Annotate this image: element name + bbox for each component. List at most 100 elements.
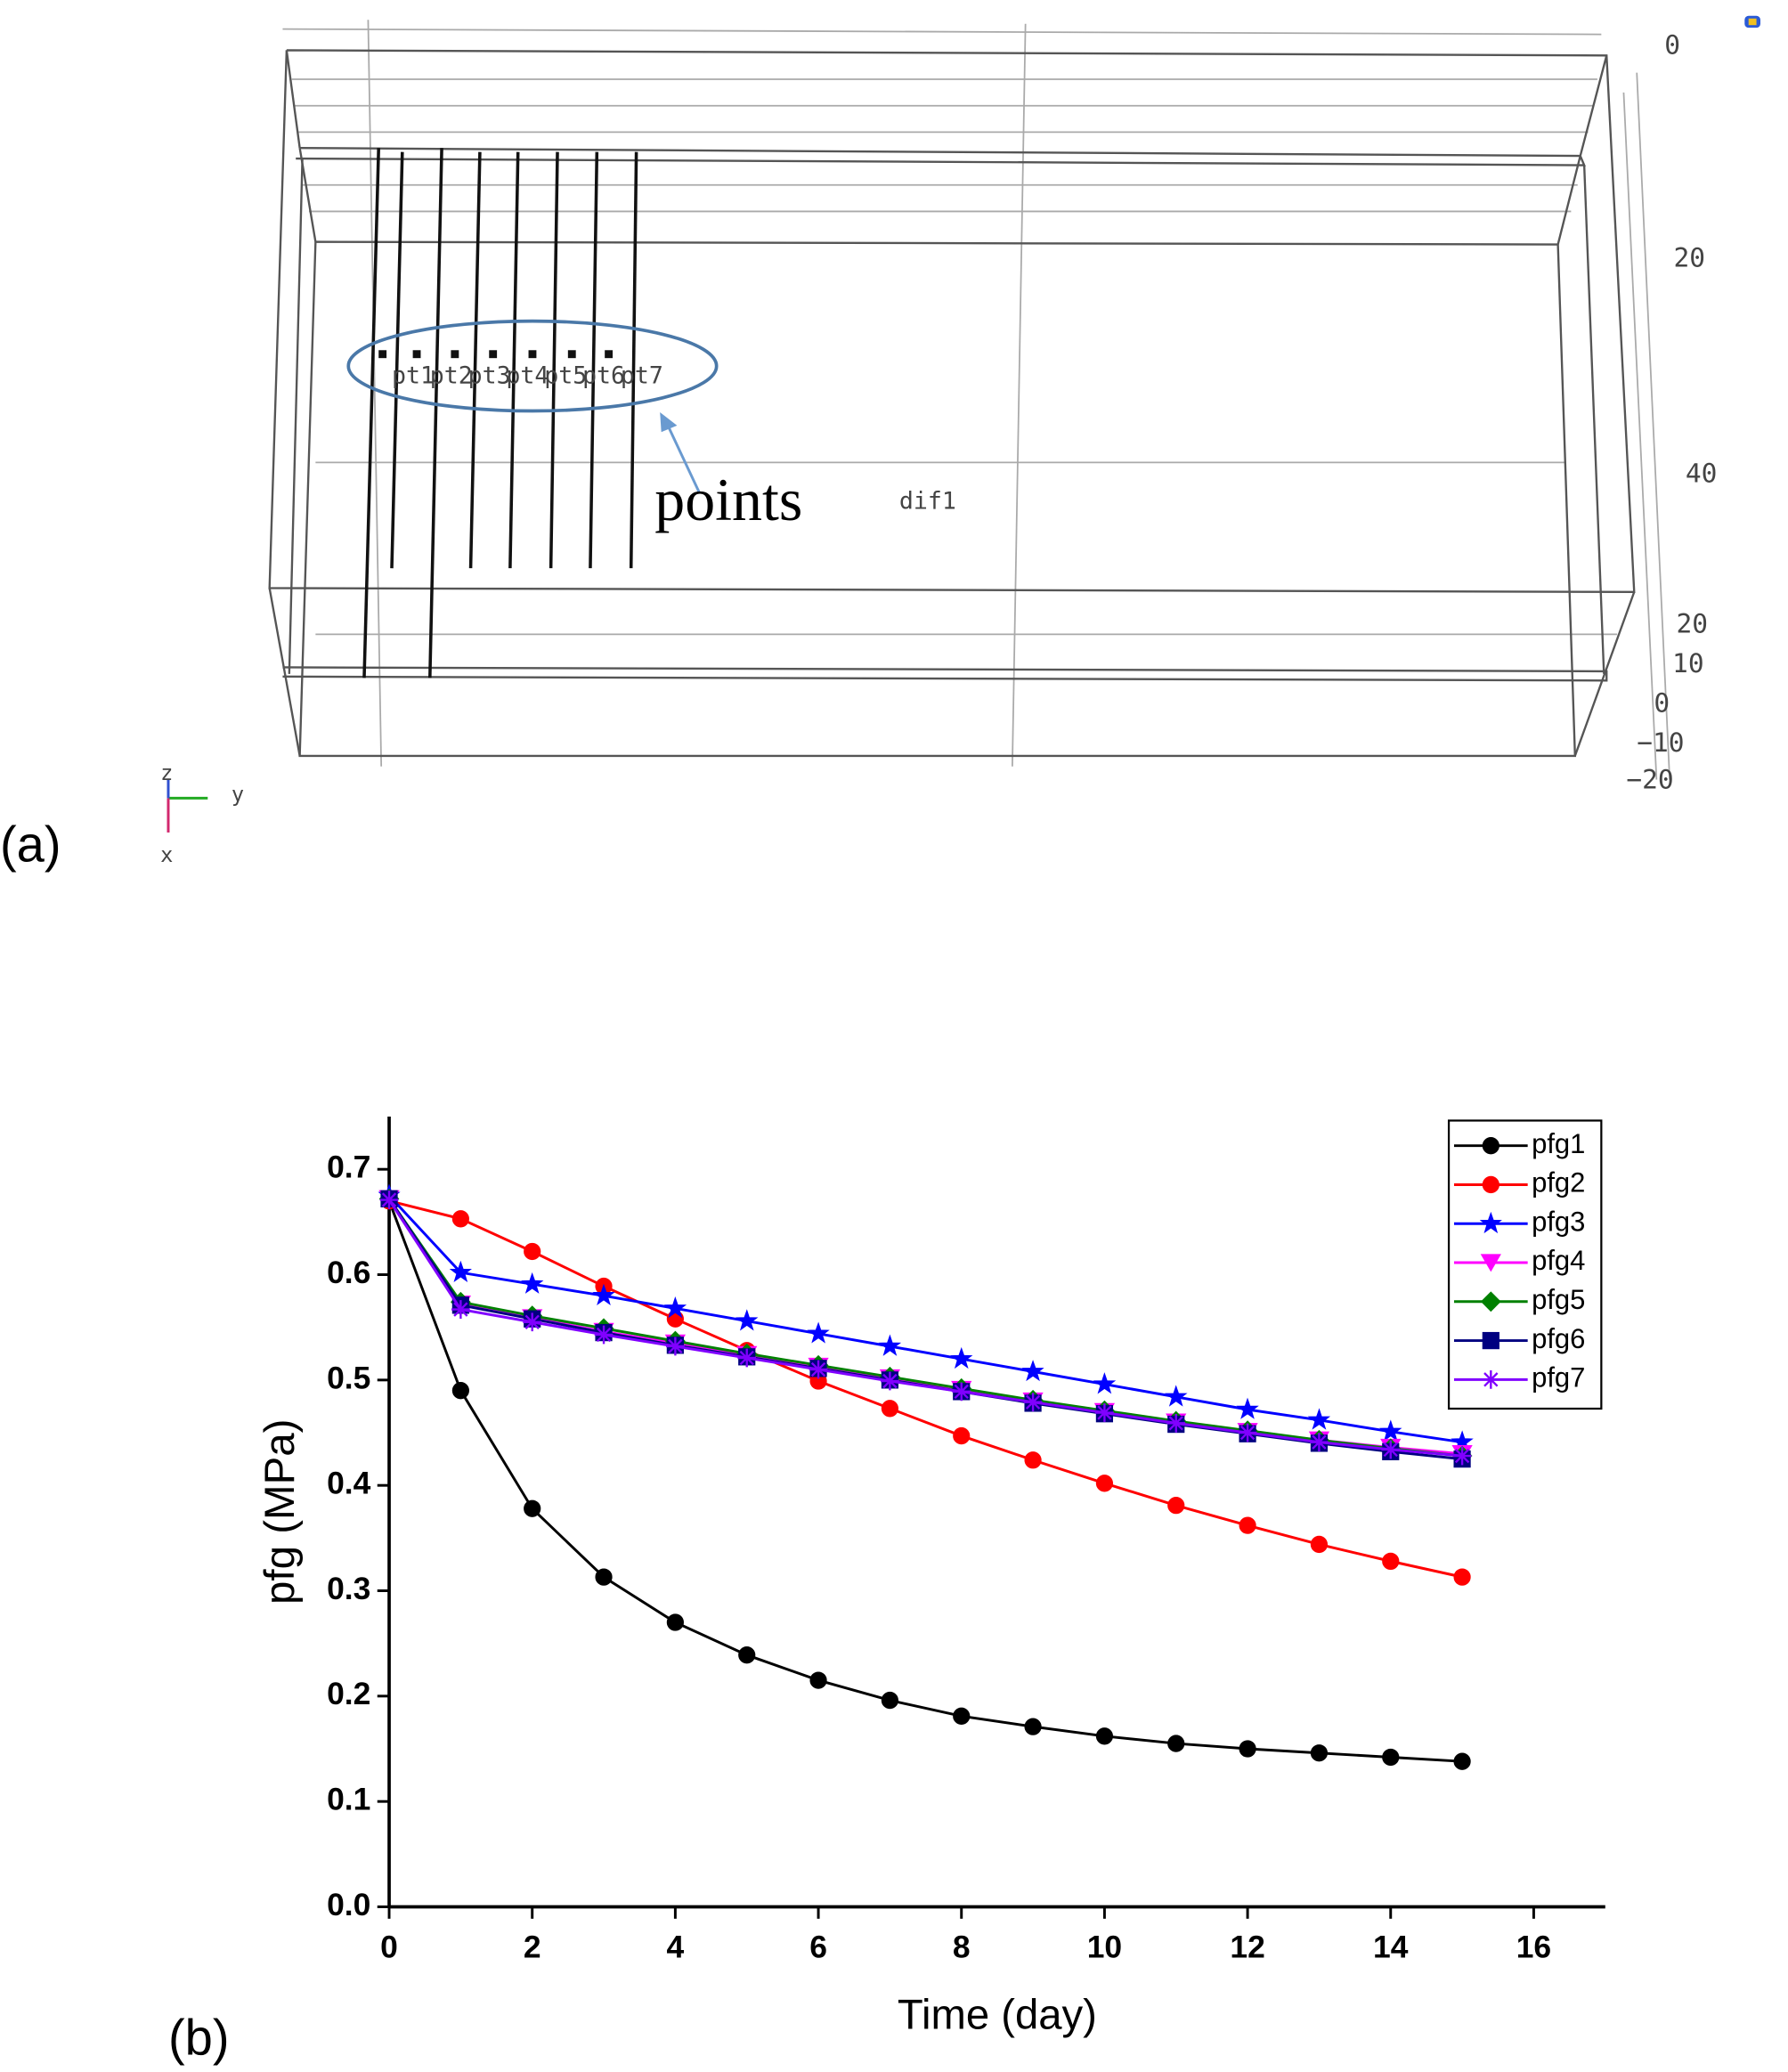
marker <box>1167 1735 1185 1752</box>
series-line <box>388 1199 1463 1579</box>
marker <box>1093 1372 1117 1394</box>
x-tick-label: 4 <box>667 1929 685 1964</box>
marker <box>1095 1403 1114 1422</box>
series-line <box>387 1198 1463 1458</box>
marker <box>1453 1568 1471 1586</box>
marker <box>1095 1475 1114 1492</box>
marker <box>1310 1744 1329 1762</box>
series-line <box>387 1194 1463 1444</box>
legend-label: pfg6 <box>1532 1323 1585 1354</box>
marker <box>809 1671 827 1689</box>
marker <box>451 1300 470 1319</box>
marker <box>807 1321 830 1344</box>
legend-label: pfg5 <box>1532 1284 1585 1315</box>
legend-label: pfg2 <box>1532 1167 1585 1199</box>
marker <box>449 1260 472 1283</box>
x-tick-label: 6 <box>809 1929 827 1964</box>
marker <box>1382 1748 1400 1767</box>
domain-label: dif1 <box>899 487 956 515</box>
marker <box>809 1360 828 1379</box>
marker <box>524 1242 541 1261</box>
marker <box>521 1272 544 1294</box>
marker <box>1021 1360 1044 1382</box>
marker <box>451 1210 469 1228</box>
marker <box>666 1613 684 1631</box>
y-tick-label: 0.5 <box>327 1360 370 1395</box>
marker <box>663 1296 687 1319</box>
point-label: pt1 <box>392 362 435 389</box>
marker <box>1452 1446 1472 1466</box>
marker <box>1167 1497 1185 1515</box>
y-axis-title: pfg (MPa) <box>256 1419 304 1605</box>
legend-label: pfg7 <box>1532 1362 1585 1394</box>
y-tick-label: 0.0 <box>327 1887 370 1922</box>
marker <box>878 1334 902 1356</box>
marker <box>881 1691 898 1710</box>
x-tick-label: 0 <box>380 1929 398 1964</box>
triad-x: x <box>160 842 173 867</box>
point-label: pt3 <box>468 362 511 389</box>
marker <box>1239 1516 1256 1534</box>
marker <box>594 1325 614 1345</box>
marker <box>1023 1393 1043 1412</box>
triad-y: y <box>232 782 244 807</box>
axis-label-3d: −10 <box>1637 727 1684 758</box>
y-tick-label: 0.7 <box>327 1150 370 1185</box>
x-axis-title: Time (day) <box>898 1992 1097 2039</box>
axis-label-3d: 0 <box>1654 687 1670 718</box>
geometry-3d <box>167 15 1760 833</box>
legend-label: pfg1 <box>1532 1128 1585 1159</box>
marker <box>1379 1419 1402 1442</box>
marker <box>1310 1433 1329 1452</box>
annotation: points <box>654 466 802 533</box>
panel-label: (b) <box>168 2010 230 2066</box>
marker <box>1095 1727 1114 1745</box>
marker <box>1310 1535 1329 1554</box>
marker <box>666 1337 685 1356</box>
axis-label-3d: 0 <box>1664 29 1680 60</box>
series-line <box>387 1199 1463 1458</box>
axis-label-3d: −20 <box>1626 765 1673 795</box>
legend-box <box>1447 1119 1603 1410</box>
y-tick-label: 0.1 <box>327 1781 370 1816</box>
marker <box>1165 1385 1188 1407</box>
x-tick-label: 16 <box>1516 1929 1551 1964</box>
marker <box>881 1400 898 1418</box>
axis-label-3d: 10 <box>1672 648 1704 678</box>
series-line <box>387 1198 1463 1461</box>
y-tick-label: 0.3 <box>327 1571 370 1606</box>
marker <box>1482 1137 1499 1155</box>
marker <box>1480 1254 1501 1272</box>
marker <box>451 1382 469 1400</box>
marker <box>379 1190 399 1209</box>
marker <box>1482 1175 1499 1194</box>
marker <box>1307 1408 1331 1430</box>
x-tick-label: 12 <box>1230 1929 1264 1964</box>
marker <box>1453 1752 1471 1770</box>
point-label: pt4 <box>506 362 549 389</box>
axis-label-3d: 40 <box>1686 458 1718 488</box>
marker <box>881 1371 899 1391</box>
point-label: pt5 <box>544 362 587 389</box>
triad-z: z <box>160 760 173 785</box>
marker <box>953 1426 971 1445</box>
marker <box>738 1646 756 1664</box>
axis-label-3d: 20 <box>1674 242 1706 272</box>
point-label: pt7 <box>621 362 663 389</box>
marker <box>524 1499 541 1517</box>
marker <box>950 1346 973 1369</box>
y-tick-label: 0.2 <box>327 1676 370 1711</box>
legend-label: pfg4 <box>1532 1245 1585 1276</box>
series-line <box>387 1200 1463 1763</box>
marker <box>592 1283 615 1306</box>
marker <box>1239 1740 1256 1758</box>
panel-label: (a) <box>0 817 61 873</box>
marker <box>523 1312 542 1332</box>
point-label: pt2 <box>430 362 473 389</box>
marker <box>952 1382 971 1402</box>
marker <box>737 1348 757 1368</box>
marker <box>1166 1413 1186 1433</box>
y-tick-label: 0.6 <box>327 1255 370 1290</box>
